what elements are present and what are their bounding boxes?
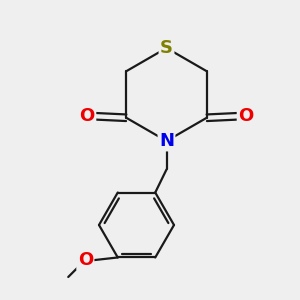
Text: S: S <box>160 39 173 57</box>
Text: N: N <box>159 132 174 150</box>
Text: O: O <box>238 107 254 125</box>
Text: O: O <box>78 251 93 269</box>
Text: O: O <box>80 107 95 125</box>
